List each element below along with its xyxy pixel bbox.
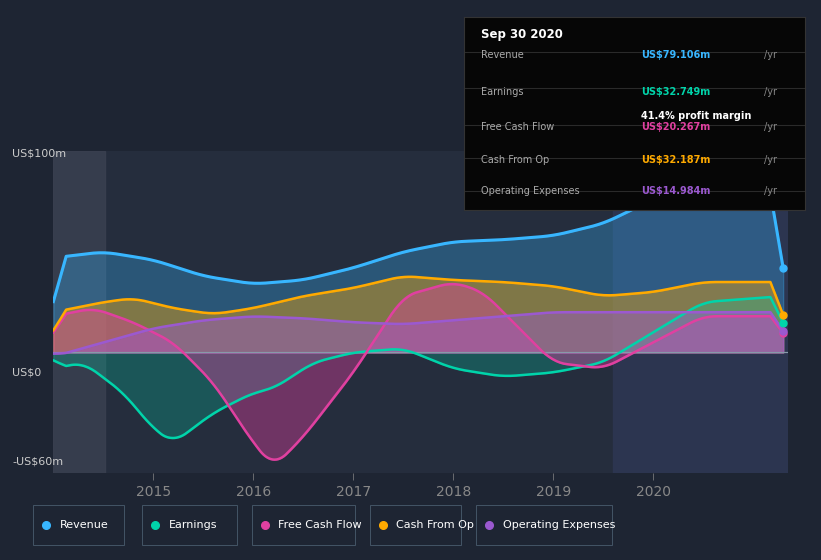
Text: US$20.267m: US$20.267m — [641, 122, 710, 132]
Bar — [613, 151, 793, 473]
FancyBboxPatch shape — [476, 505, 612, 545]
FancyBboxPatch shape — [369, 505, 461, 545]
Text: Earnings: Earnings — [481, 87, 524, 97]
Text: Operating Expenses: Operating Expenses — [502, 520, 615, 530]
Text: Revenue: Revenue — [59, 520, 108, 530]
Text: Cash From Op: Cash From Op — [397, 520, 475, 530]
Text: US$100m: US$100m — [12, 149, 67, 159]
Text: US$32.749m: US$32.749m — [641, 87, 710, 97]
Text: /yr: /yr — [764, 122, 777, 132]
Text: Free Cash Flow: Free Cash Flow — [481, 122, 554, 132]
Text: US$0: US$0 — [12, 367, 42, 377]
Bar — [53, 151, 105, 473]
Text: /yr: /yr — [764, 155, 777, 165]
Text: -US$60m: -US$60m — [12, 457, 63, 467]
Text: Revenue: Revenue — [481, 50, 524, 60]
FancyBboxPatch shape — [142, 505, 236, 545]
Text: Free Cash Flow: Free Cash Flow — [278, 520, 362, 530]
Text: Sep 30 2020: Sep 30 2020 — [481, 27, 562, 41]
Text: Operating Expenses: Operating Expenses — [481, 186, 580, 195]
Text: US$79.106m: US$79.106m — [641, 50, 710, 60]
Text: 41.4% profit margin: 41.4% profit margin — [641, 111, 751, 122]
Text: /yr: /yr — [764, 50, 777, 60]
FancyBboxPatch shape — [251, 505, 355, 545]
Text: /yr: /yr — [764, 87, 777, 97]
Text: /yr: /yr — [764, 186, 777, 195]
Text: Cash From Op: Cash From Op — [481, 155, 549, 165]
Text: US$14.984m: US$14.984m — [641, 186, 710, 195]
Text: Earnings: Earnings — [169, 520, 218, 530]
Text: US$32.187m: US$32.187m — [641, 155, 710, 165]
FancyBboxPatch shape — [33, 505, 125, 545]
